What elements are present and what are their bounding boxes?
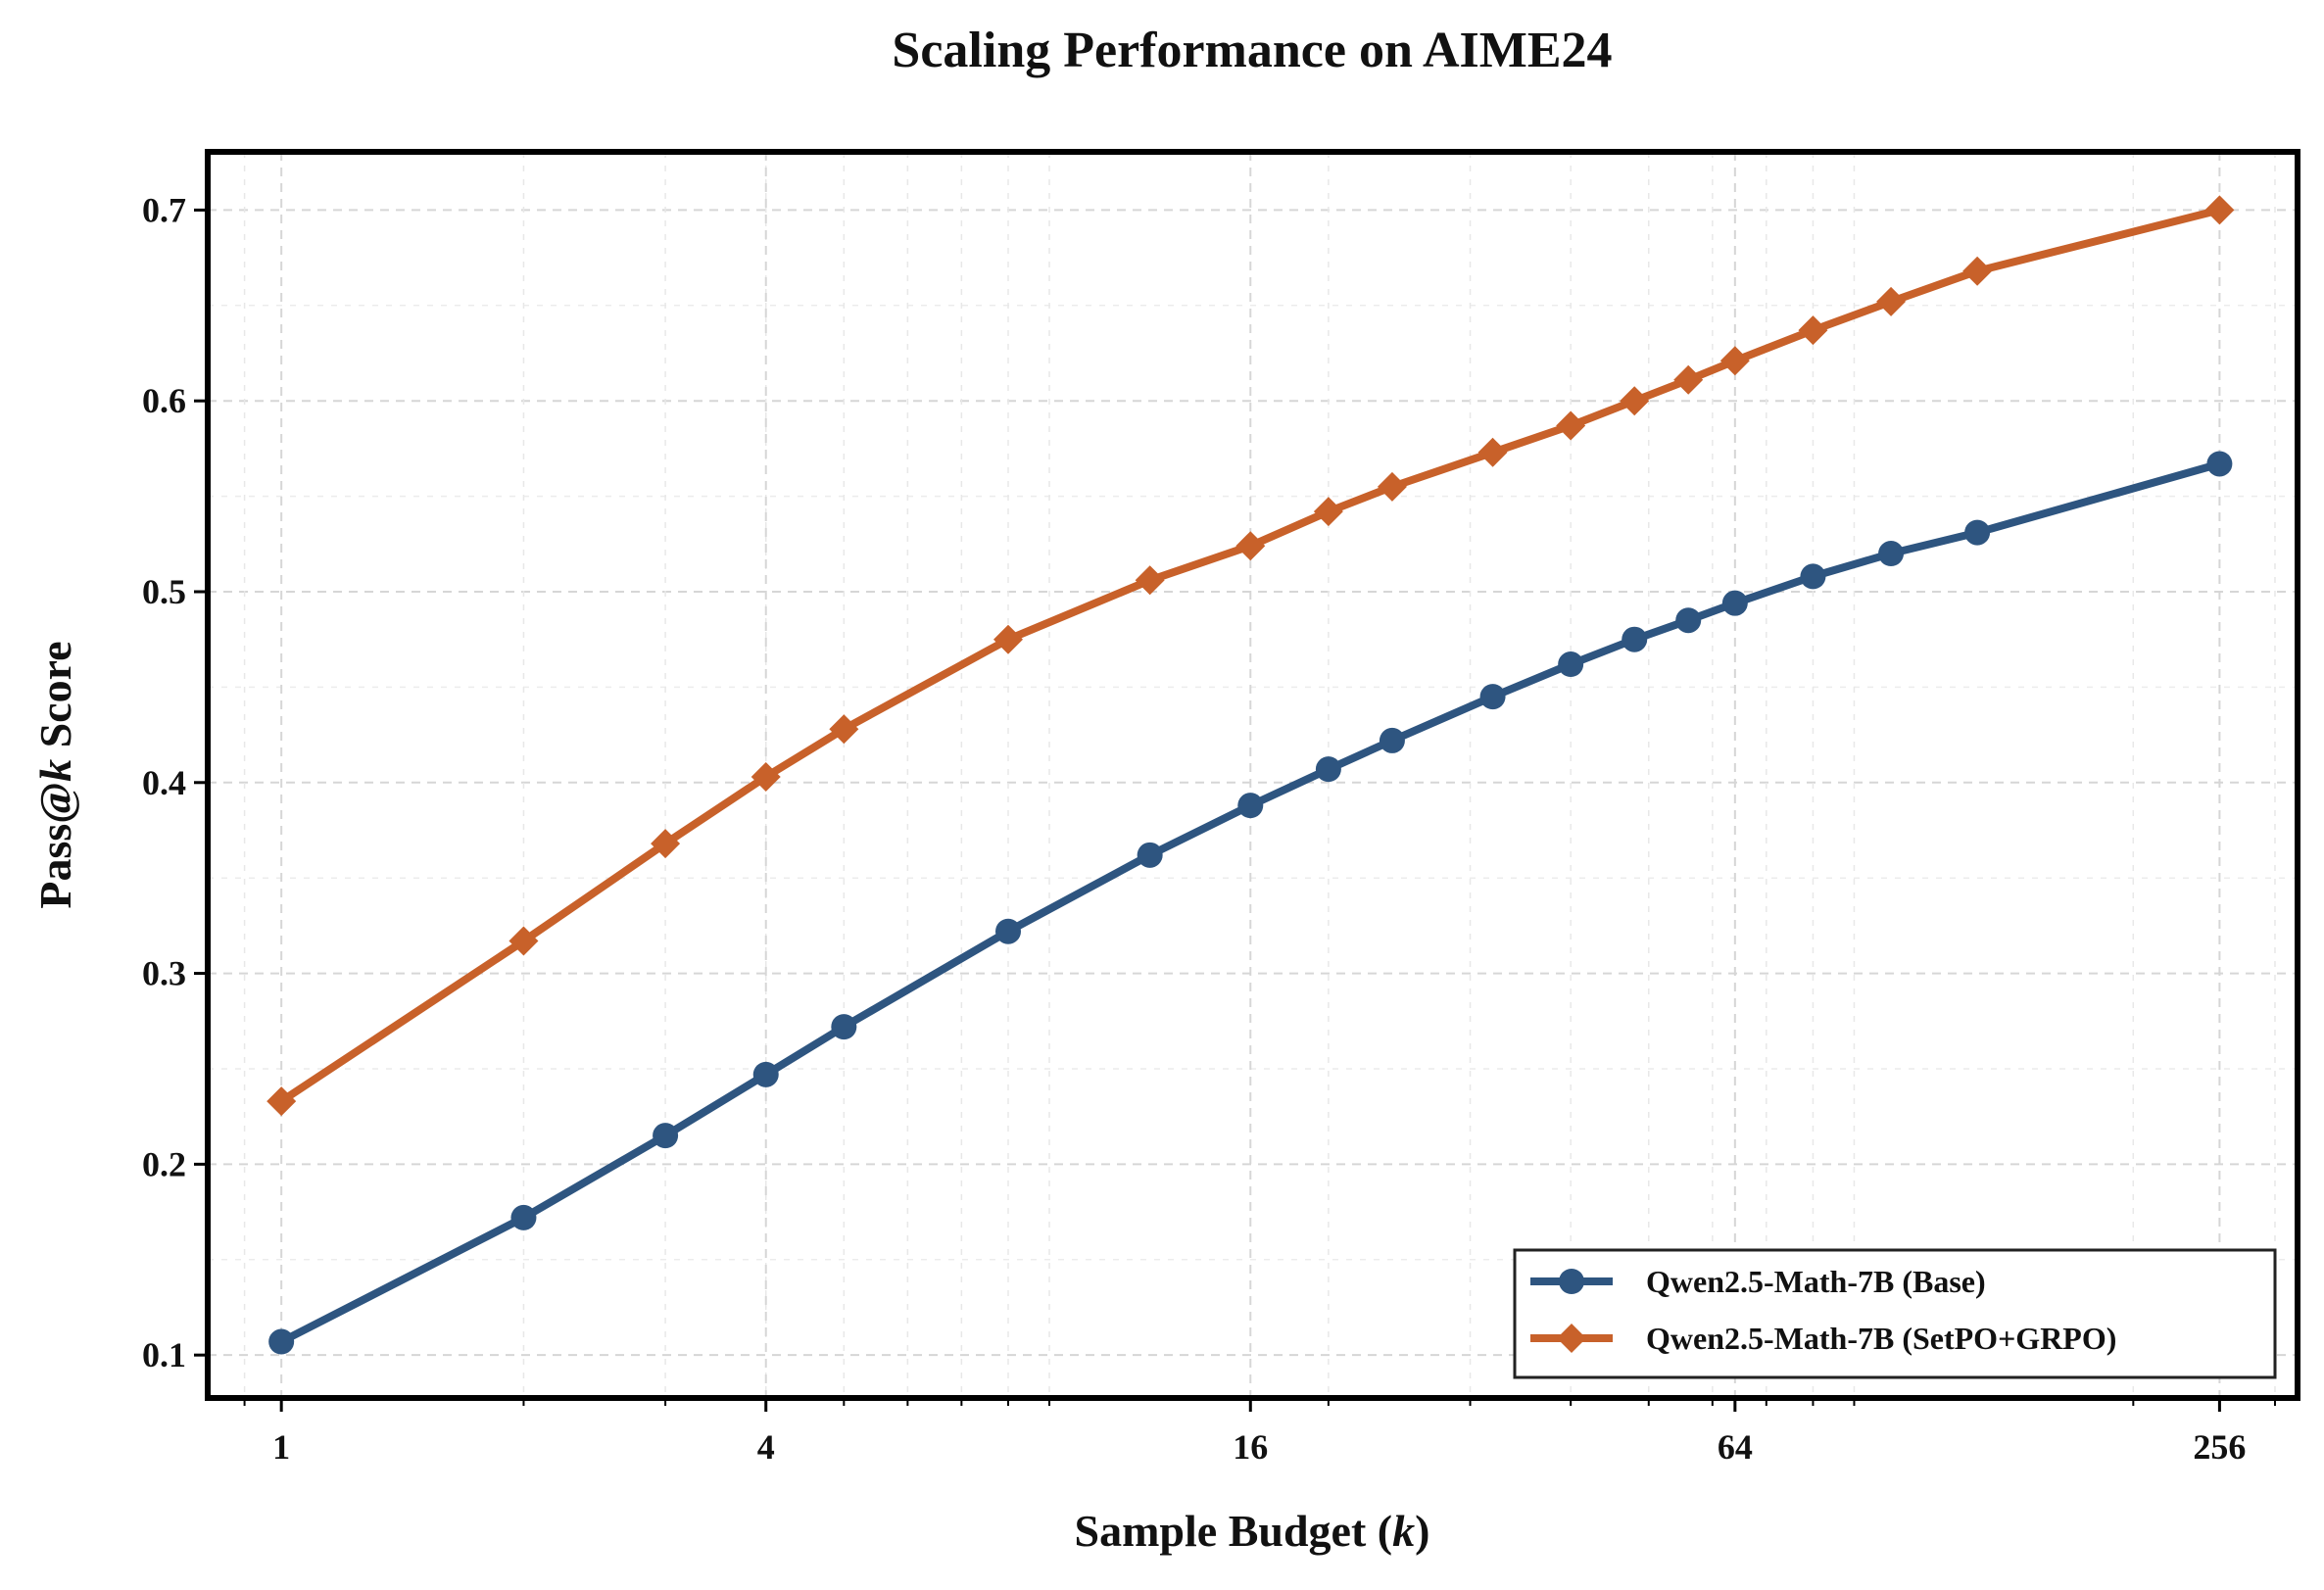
x-tick-label: 256 (2193, 1427, 2246, 1467)
plot-frame (205, 149, 2300, 1401)
data-point-setpo (1313, 497, 1343, 527)
data-point-setpo (1135, 565, 1165, 596)
data-point-base (653, 1123, 679, 1149)
data-point-setpo (993, 624, 1024, 654)
grid (208, 152, 2298, 1398)
y-tick-label: 0.6 (142, 381, 186, 420)
data-point-setpo (1235, 531, 1266, 561)
legend: Qwen2.5-Math-7B (Base) Qwen2.5-Math-7B (… (1513, 1248, 2277, 1379)
y-tick-label: 0.3 (142, 954, 186, 993)
data-point-base (1878, 541, 1905, 567)
x-tick-label: 1 (272, 1427, 290, 1467)
data-point-base (1721, 590, 1748, 616)
data-point-base (1237, 793, 1264, 819)
x-axis-label: Sample Budget (k) (1075, 1506, 1430, 1556)
data-point-base (1622, 626, 1648, 652)
data-point-base (1558, 651, 1584, 678)
legend-marker-base (1559, 1269, 1584, 1294)
data-point-setpo (1962, 256, 1993, 286)
data-point-setpo (1620, 386, 1650, 416)
data-point-base (1137, 842, 1163, 868)
data-point-setpo (1556, 410, 1586, 441)
data-point-setpo (829, 714, 859, 745)
legend-box (1513, 1248, 2277, 1379)
x-tick-label: 16 (1233, 1427, 1268, 1467)
data-point-setpo (1798, 315, 1828, 346)
data-point-setpo (1876, 286, 1907, 316)
data-point-base (1675, 607, 1702, 634)
data-point-base (1379, 727, 1405, 753)
data-point-base (2206, 451, 2233, 477)
y-tick-label: 0.1 (142, 1335, 186, 1374)
y-tick-label: 0.4 (142, 763, 186, 802)
data-point-setpo (1477, 437, 1508, 467)
y-axis-label: Pass@k Score (30, 641, 80, 908)
data-point-base (1800, 563, 1826, 590)
y-tick-label: 0.7 (142, 190, 186, 229)
x-tick-label: 64 (1718, 1427, 1753, 1467)
data-point-base (995, 918, 1022, 944)
x-tick-label: 4 (757, 1427, 775, 1467)
data-point-setpo (2204, 195, 2235, 225)
data-point-base (752, 1061, 779, 1087)
chart-title: Scaling Performance on AIME24 (892, 23, 1612, 78)
data-point-setpo (1719, 346, 1750, 376)
y-tick-label: 0.5 (142, 572, 186, 611)
data-point-base (1964, 519, 1991, 546)
data-point-base (831, 1014, 857, 1040)
data-point-base (268, 1328, 295, 1355)
data-point-setpo (750, 761, 781, 792)
data-point-setpo (508, 926, 539, 956)
ticks: 1 4 16 64 256 0.1 0.2 0.3 0.4 0.5 0.6 0.7 (142, 190, 2276, 1467)
data-point-base (1479, 684, 1506, 710)
legend-marker-setpo (1557, 1324, 1586, 1353)
series-layer (266, 195, 2235, 1355)
data-point-setpo (266, 1086, 297, 1117)
legend-label-setpo: Qwen2.5-Math-7B (SetPO+GRPO) (1646, 1321, 2116, 1356)
y-tick-label: 0.2 (142, 1144, 186, 1183)
data-point-base (510, 1204, 537, 1230)
data-point-base (1315, 756, 1341, 783)
legend-label-base: Qwen2.5-Math-7B (Base) (1646, 1264, 1986, 1299)
data-point-setpo (1673, 364, 1704, 395)
data-point-setpo (651, 829, 681, 859)
data-point-setpo (1377, 471, 1407, 502)
